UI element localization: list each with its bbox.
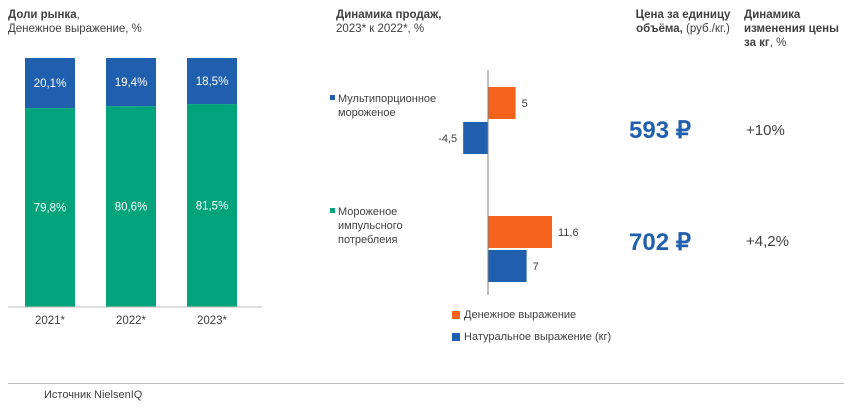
hbar-volume-label: 7 [533, 261, 539, 273]
price-value-impulse: 702 ₽ [629, 229, 691, 256]
dynamics-subtitle: 2023* к 2022*, % [336, 23, 425, 35]
category-label: потреблеия [338, 234, 397, 246]
hbar-money-label: 11,6 [558, 227, 579, 239]
market-share-subtitle: Денежное выражение, % [8, 23, 142, 35]
legend-swatch-blue [452, 333, 460, 341]
source-text: Источник NielsenIQ [44, 389, 143, 401]
category-marker [330, 95, 335, 100]
hbar-volume-label: -4,5 [438, 133, 457, 145]
stack-category-label: 2023* [197, 315, 228, 327]
price-title: Цена за единицу [635, 9, 731, 21]
stack-label-blue: 18,5% [196, 76, 229, 88]
stack-bar-blue-segment [106, 58, 156, 107]
stack-bar-blue-segment [187, 58, 237, 105]
stack-category-label: 2021* [35, 315, 66, 327]
price-title-unit: (руб./кг.) [682, 23, 730, 35]
hbar-money [488, 87, 516, 119]
dynamics-title: Динамика продаж, [336, 9, 442, 21]
source-divider [8, 383, 844, 384]
legend-item-volume: Натуральное выражение (кг) [452, 331, 611, 343]
dynamics-header: Динамика продаж, 2023* к 2022*, % [336, 8, 441, 36]
legend-swatch-orange [452, 311, 460, 319]
hbar-volume [463, 122, 488, 154]
stack-bar-green-segment [187, 104, 237, 307]
category-label: мороженое [338, 107, 396, 119]
category-label: Мороженое [338, 206, 397, 218]
stack-label-green: 81,5% [196, 201, 229, 213]
dynamics-legend: Денежное выражение Натуральное выражение… [452, 309, 611, 343]
market-share-title: Доли рынка [8, 9, 77, 21]
stack-label-blue: 20,1% [34, 78, 67, 90]
legend-item-money: Денежное выражение [452, 309, 611, 321]
price-change-title-1: Динамика [744, 9, 801, 21]
price-change-title-3: за кг [744, 37, 770, 49]
stack-category-label: 2022* [116, 315, 147, 327]
sales-dynamics-chart: Мультипорционное мороженое 5 -4,5 Мороженое и… [330, 70, 579, 295]
price-title-2: объёма, [636, 23, 683, 35]
price-header: Цена за единицу объёма, (руб./кг.) [631, 8, 735, 36]
hbar-money-label: 5 [522, 98, 528, 110]
legend-label-volume: Натуральное выражение (кг) [464, 331, 612, 343]
hbar-volume [488, 250, 527, 282]
stack-bar-blue-segment [25, 58, 75, 109]
category-label: Мультипорционное [338, 93, 436, 105]
category-marker [330, 208, 335, 213]
stack-bar-green-segment [25, 108, 75, 308]
price-value-multiportion: 593 ₽ [629, 117, 691, 144]
price-change-title-2: изменения цены [744, 23, 839, 35]
legend-label-money: Денежное выражение [464, 309, 577, 321]
category-label: импульсного [338, 220, 403, 232]
market-share-header: Доли рынка, Денежное выражение, % [8, 8, 142, 36]
market-share-chart: 20,1% 79,8% 2021* 19,4% 80,6% 2022* 18,5% 81,5%… [8, 58, 262, 327]
hbar-money [488, 216, 552, 248]
price-change-multiportion: +10% [746, 122, 785, 139]
stack-label-blue: 19,4% [115, 77, 148, 89]
stack-bar-green-segment [106, 106, 156, 307]
stack-label-green: 79,8% [34, 203, 67, 215]
price-change-impulse: +4,2% [746, 233, 789, 250]
market-share-title-suffix: , [76, 9, 80, 21]
price-change-header: Динамика изменения цены за кг, % [744, 8, 839, 50]
stack-label-green: 80,6% [115, 202, 148, 214]
price-change-title-3-rest: , % [769, 37, 787, 49]
